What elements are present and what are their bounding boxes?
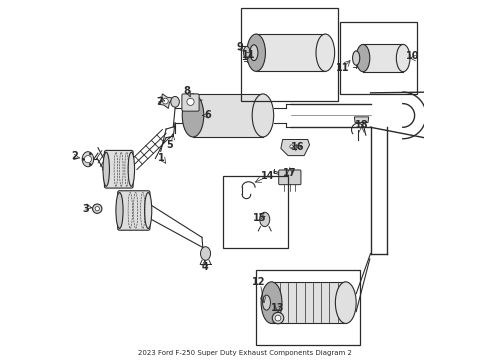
Ellipse shape (263, 295, 270, 310)
Polygon shape (363, 44, 403, 72)
Circle shape (297, 145, 300, 148)
Ellipse shape (171, 96, 179, 107)
Text: 5: 5 (166, 140, 173, 150)
Circle shape (275, 315, 281, 321)
Text: 18: 18 (355, 121, 368, 130)
Text: 1: 1 (158, 153, 165, 163)
Circle shape (95, 207, 99, 211)
Circle shape (82, 158, 84, 160)
Circle shape (93, 204, 102, 213)
Ellipse shape (356, 44, 370, 72)
Ellipse shape (116, 193, 123, 228)
Ellipse shape (261, 282, 282, 323)
Text: 15: 15 (252, 213, 266, 223)
Circle shape (290, 145, 294, 148)
Ellipse shape (128, 152, 135, 186)
FancyBboxPatch shape (182, 94, 199, 111)
Bar (256, 270, 360, 345)
Ellipse shape (103, 152, 109, 186)
Text: 2: 2 (71, 150, 78, 161)
Polygon shape (271, 282, 346, 323)
Text: 14: 14 (261, 171, 274, 181)
Ellipse shape (335, 282, 356, 323)
Ellipse shape (396, 44, 410, 72)
Ellipse shape (244, 46, 250, 59)
Bar (223, 176, 288, 248)
Polygon shape (256, 34, 325, 71)
Ellipse shape (260, 212, 270, 226)
Text: 11: 11 (242, 50, 255, 60)
Text: 13: 13 (271, 303, 285, 313)
Text: 6: 6 (204, 111, 211, 121)
Ellipse shape (252, 94, 274, 137)
Circle shape (84, 156, 92, 163)
Bar (242, 8, 338, 101)
Circle shape (272, 312, 284, 324)
Bar (340, 22, 417, 94)
Circle shape (163, 98, 168, 104)
Polygon shape (193, 94, 263, 137)
Text: 3: 3 (82, 204, 89, 214)
Text: 11: 11 (336, 63, 349, 73)
Text: 9: 9 (236, 42, 243, 52)
Ellipse shape (145, 193, 152, 228)
Ellipse shape (353, 51, 360, 65)
Polygon shape (281, 139, 310, 156)
Ellipse shape (182, 94, 204, 137)
Ellipse shape (316, 34, 335, 71)
Text: 16: 16 (292, 142, 305, 152)
Text: 4: 4 (201, 262, 208, 272)
Polygon shape (354, 117, 368, 123)
Circle shape (89, 163, 91, 166)
Circle shape (89, 153, 91, 155)
Ellipse shape (247, 34, 266, 71)
Text: 8: 8 (183, 86, 190, 96)
Ellipse shape (82, 152, 94, 167)
Text: 2023 Ford F-250 Super Duty Exhaust Components Diagram 2: 2023 Ford F-250 Super Duty Exhaust Compo… (138, 350, 352, 356)
FancyBboxPatch shape (104, 150, 133, 188)
FancyBboxPatch shape (279, 170, 301, 185)
Polygon shape (158, 94, 172, 108)
Ellipse shape (250, 45, 258, 60)
Text: 17: 17 (283, 168, 296, 178)
Circle shape (187, 98, 194, 105)
FancyBboxPatch shape (118, 191, 150, 230)
Text: 7: 7 (157, 97, 163, 107)
Text: 10: 10 (406, 51, 419, 61)
Text: 12: 12 (252, 277, 266, 287)
Ellipse shape (200, 247, 211, 260)
